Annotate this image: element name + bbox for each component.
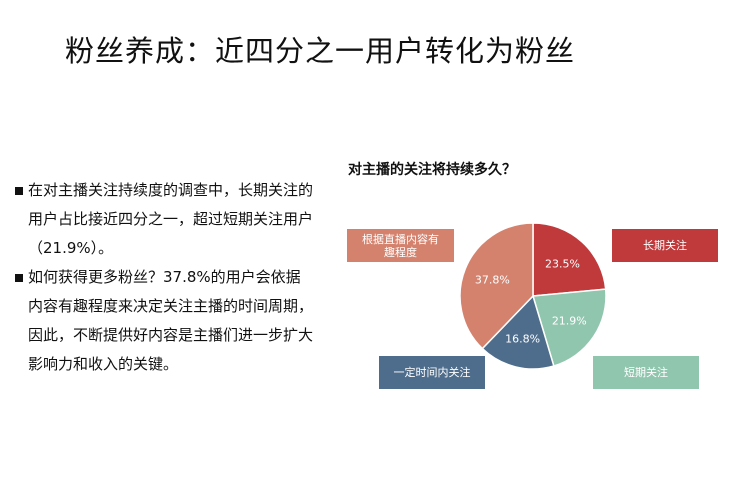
pie-slice-long-term-value-label: 23.5% [545,258,580,271]
slide-title: 粉丝养成：近四分之一用户转化为粉丝 [65,34,576,68]
pie-slice-short-term-value-label: 21.9% [552,315,587,328]
slice-label-long-term: 长期关注 [612,229,718,262]
pie-slice-fixed-time [481,294,555,370]
chart-title: 对主播的关注将持续多久？ [348,162,516,178]
slice-label-content-interest: 根据直播内容有趣程度 [347,229,454,262]
square-bullet-icon [15,274,23,282]
bullet-list: 在对主播关注持续度的调查中，长期关注的用户占比接近四分之一，超过短期关注用户（2… [14,176,314,379]
pie-slice-short-term [532,288,607,367]
square-bullet-icon [15,187,23,195]
bullet-text-1: 在对主播关注持续度的调查中，长期关注的用户占比接近四分之一，超过短期关注用户（2… [28,181,314,257]
bullet-item-1: 在对主播关注持续度的调查中，长期关注的用户占比接近四分之一，超过短期关注用户（2… [14,176,314,263]
pie-slice-fixed-time-value-label: 16.8% [505,333,540,346]
slice-label-fixed-time: 一定时间内关注 [379,356,485,389]
bullet-item-2: 如何获得更多粉丝？37.8%的用户会依据内容有趣程度来决定关注主播的时间周期，因… [14,263,314,379]
pie-slice-long-term [532,222,607,297]
bullet-text-2: 如何获得更多粉丝？37.8%的用户会依据内容有趣程度来决定关注主播的时间周期，因… [28,268,314,373]
slice-label-short-term: 短期关注 [593,356,699,389]
pie-slice-content-interest-value-label: 37.8% [475,274,510,287]
pie-slice-content-interest [459,222,534,350]
